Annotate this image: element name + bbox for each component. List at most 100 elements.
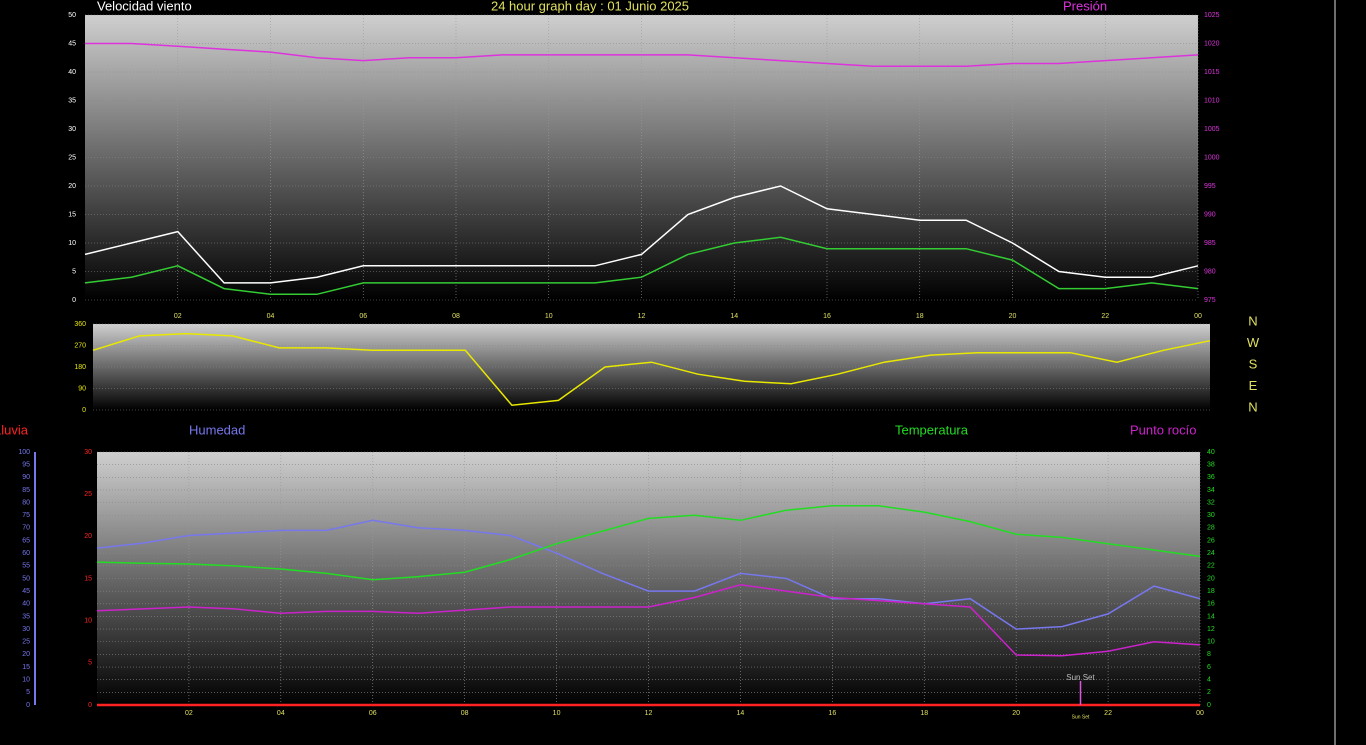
y-tick-label: 1025 <box>1204 12 1220 19</box>
y-tick-label: 25 <box>68 154 76 161</box>
compass-label: N <box>1248 399 1257 414</box>
y-tick-label: 270 <box>74 342 86 349</box>
y-tick-label: 20 <box>68 183 76 190</box>
y-tick-label: 10 <box>1207 639 1215 646</box>
rain-label: Lluvia <box>0 422 29 437</box>
x-tick-label: 06 <box>369 710 377 717</box>
y-tick-label: 40 <box>1207 449 1215 456</box>
y-tick-label: 18 <box>1207 588 1215 595</box>
annotation-label: Sun Set <box>1066 673 1095 682</box>
y-tick-label: 35 <box>68 97 76 104</box>
series-line <box>96 505 1201 581</box>
y-tick-label: 20 <box>84 533 92 540</box>
x-tick-label: 02 <box>185 710 193 717</box>
y-tick-label: 0 <box>82 407 86 414</box>
y-tick-label: 25 <box>22 639 30 646</box>
x-tick-label: 18 <box>920 710 928 717</box>
x-tick-label: 02 <box>174 313 182 320</box>
y-tick-label: 990 <box>1204 211 1216 218</box>
series-line <box>92 332 1211 406</box>
x-tick-label: 12 <box>645 710 653 717</box>
x-tick-label: 00 <box>1196 710 1204 717</box>
compass-label: W <box>1247 335 1260 350</box>
dewpoint-label: Punto rocío <box>1130 422 1197 437</box>
y-tick-label: 40 <box>68 69 76 76</box>
y-tick-label: 34 <box>1207 487 1215 494</box>
y-tick-label: 1015 <box>1204 69 1220 76</box>
y-tick-label: 14 <box>1207 613 1215 620</box>
y-tick-label: 26 <box>1207 537 1215 544</box>
y-tick-label: 1020 <box>1204 40 1220 47</box>
y-tick-label: 10 <box>22 677 30 684</box>
y-tick-label: 6 <box>1207 664 1211 671</box>
y-tick-label: 16 <box>1207 601 1215 608</box>
y-tick-label: 15 <box>68 211 76 218</box>
y-tick-label: 100 <box>18 449 30 456</box>
y-tick-label: 12 <box>1207 626 1215 633</box>
y-tick-label: 65 <box>22 537 30 544</box>
y-tick-label: 60 <box>22 550 30 557</box>
y-tick-label: 20 <box>22 651 30 658</box>
x-tick-label: 14 <box>730 313 738 320</box>
y-tick-label: 95 <box>22 461 30 468</box>
y-tick-label: 30 <box>84 449 92 456</box>
y-tick-label: 30 <box>1207 512 1215 519</box>
y-tick-label: 995 <box>1204 183 1216 190</box>
x-tick-label: 04 <box>267 313 275 320</box>
y-tick-label: 35 <box>22 613 30 620</box>
y-tick-label: 8 <box>1207 651 1211 658</box>
y-tick-label: 0 <box>26 702 30 709</box>
y-tick-label: 45 <box>68 40 76 47</box>
x-tick-label: 10 <box>553 710 561 717</box>
y-tick-label: 5 <box>72 268 76 275</box>
x-tick-label: 10 <box>545 313 553 320</box>
y-tick-label: 4 <box>1207 677 1211 684</box>
x-tick-label: 08 <box>461 710 469 717</box>
x-tick-label: 22 <box>1104 710 1112 717</box>
y-tick-label: 25 <box>84 491 92 498</box>
y-tick-label: 75 <box>22 512 30 519</box>
y-tick-label: 40 <box>22 601 30 608</box>
y-tick-label: 5 <box>26 689 30 696</box>
y-tick-label: 5 <box>88 660 92 667</box>
y-tick-label: 28 <box>1207 525 1215 532</box>
x-tick-label: 22 <box>1101 313 1109 320</box>
series-line <box>96 519 1201 630</box>
y-tick-label: 38 <box>1207 461 1215 468</box>
y-tick-label: 32 <box>1207 499 1215 506</box>
y-tick-label: 20 <box>1207 575 1215 582</box>
x-tick-label: 14 <box>737 710 745 717</box>
x-tick-label: 00 <box>1194 313 1202 320</box>
y-tick-label: 0 <box>1207 702 1211 709</box>
compass-label: N <box>1248 313 1257 328</box>
y-tick-label: 50 <box>22 575 30 582</box>
y-tick-label: 36 <box>1207 474 1215 481</box>
x-tick-label: 12 <box>638 313 646 320</box>
series-line <box>85 42 1199 68</box>
x-tick-label: 20 <box>1012 710 1020 717</box>
y-tick-label: 975 <box>1204 297 1216 304</box>
y-tick-label: 90 <box>78 385 86 392</box>
x-tick-label: 18 <box>916 313 924 320</box>
y-tick-label: 180 <box>74 364 86 371</box>
annotation-axis-label: Sun Set <box>1072 714 1090 720</box>
y-tick-label: 24 <box>1207 550 1215 557</box>
compass-label: S <box>1249 356 1258 371</box>
y-tick-label: 15 <box>22 664 30 671</box>
series-line <box>84 236 1199 296</box>
x-tick-label: 20 <box>1009 313 1017 320</box>
y-tick-label: 85 <box>22 487 30 494</box>
x-tick-label: 08 <box>452 313 460 320</box>
series-line <box>84 185 1199 284</box>
y-tick-label: 0 <box>88 702 92 709</box>
y-tick-label: 22 <box>1207 563 1215 570</box>
humidity-label: Humedad <box>189 422 245 437</box>
x-tick-label: 06 <box>359 313 367 320</box>
y-tick-label: 360 <box>74 321 86 328</box>
y-tick-label: 15 <box>84 575 92 582</box>
x-tick-label: 16 <box>823 313 831 320</box>
y-tick-label: 1000 <box>1204 154 1220 161</box>
y-tick-label: 1005 <box>1204 126 1220 133</box>
y-tick-label: 90 <box>22 474 30 481</box>
